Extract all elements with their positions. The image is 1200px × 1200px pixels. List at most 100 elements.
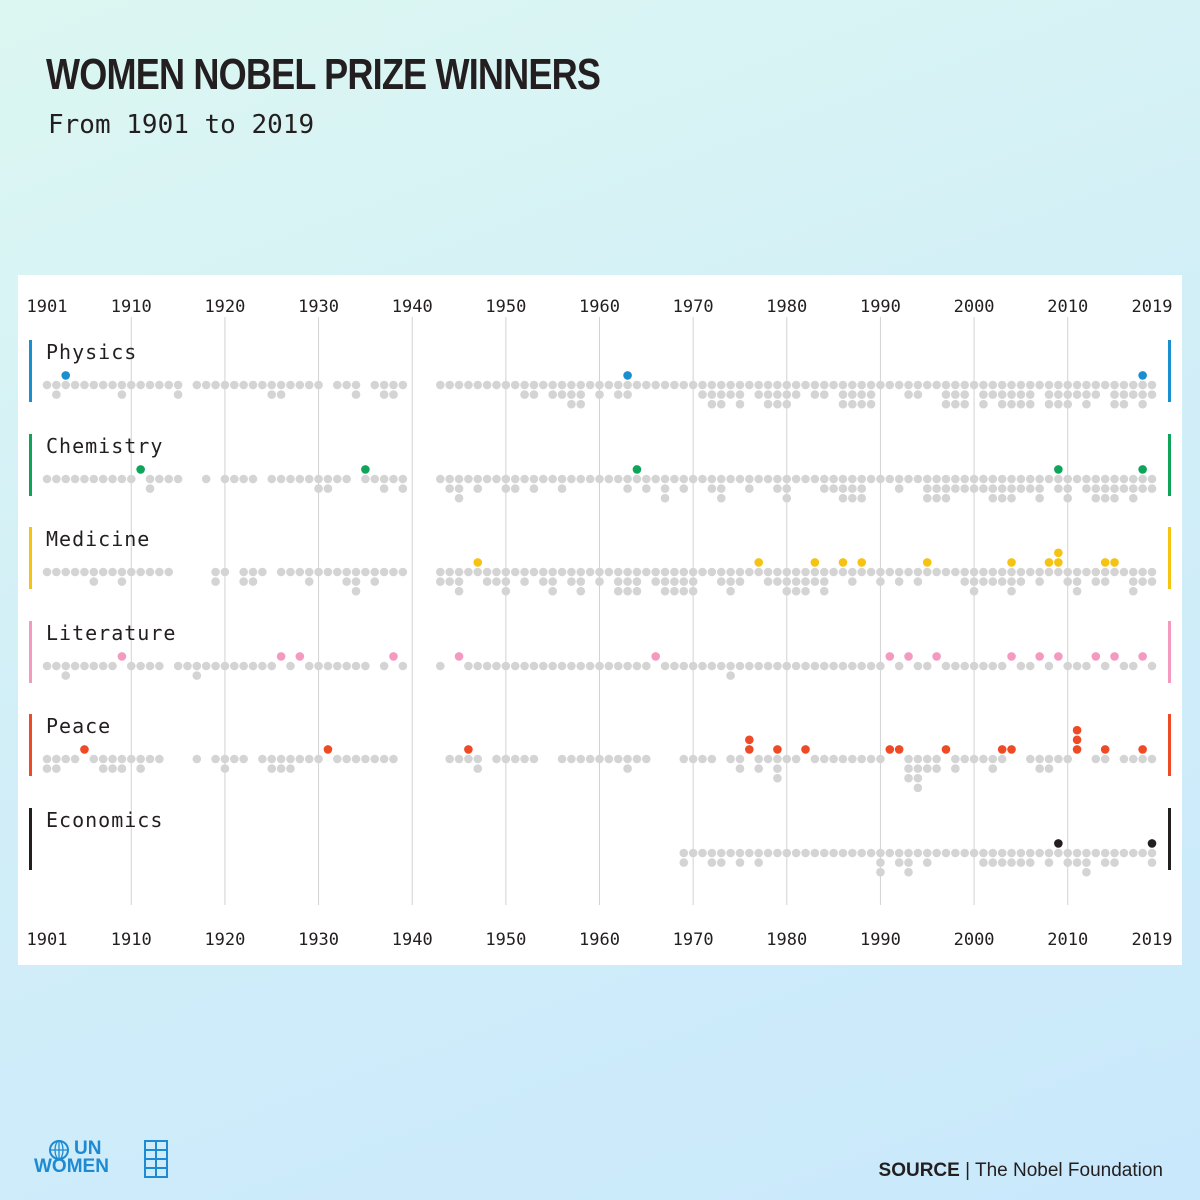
dot-male-chemistry-1931 — [323, 484, 333, 493]
row-label-economics: Economics — [46, 808, 163, 832]
dot-male-chemistry-1943 — [436, 474, 445, 484]
dot-male-literature-1932 — [332, 661, 342, 671]
dot-male-physics-1963 — [623, 380, 632, 390]
dot-male-medicine-1963 — [623, 577, 632, 586]
dot-male-peace-1994 — [913, 754, 923, 764]
dot-male-physics-1984 — [819, 390, 829, 399]
dot-male-chemistry-1914 — [164, 474, 174, 484]
dot-male-medicine-1923 — [248, 567, 258, 577]
dot-male-economics-2010 — [1063, 858, 1073, 867]
dot-male-physics-1986 — [838, 390, 848, 399]
dot-female-peace-2011 — [1072, 745, 1082, 754]
dot-male-chemistry-1913 — [155, 474, 164, 484]
dot-male-chemistry-1969 — [679, 484, 689, 493]
dot-male-medicine-2013 — [1091, 567, 1101, 577]
dot-male-physics-1995 — [922, 380, 932, 390]
dot-male-economics-1993 — [904, 848, 913, 858]
dot-male-chemistry-1965 — [642, 474, 651, 484]
dot-male-physics-1953 — [529, 380, 539, 390]
dot-male-peace-2018 — [1138, 754, 1147, 764]
dot-male-economics-1982 — [801, 848, 810, 858]
dot-male-chemistry-1947 — [473, 474, 483, 484]
dot-female-peace-2011 — [1072, 735, 1082, 745]
dot-male-chemistry-2004 — [1007, 493, 1016, 503]
dot-male-physics-1911 — [136, 380, 145, 390]
dot-male-medicine-1922 — [239, 567, 248, 577]
dot-male-medicine-1988 — [857, 567, 867, 577]
dot-male-economics-2016 — [1119, 848, 1129, 858]
dot-male-literature-1960 — [595, 661, 604, 671]
dot-female-peace-1976 — [745, 735, 754, 745]
dot-male-medicine-2017 — [1128, 586, 1138, 596]
dot-male-economics-1995 — [922, 858, 932, 867]
dot-male-physics-2001 — [979, 380, 988, 390]
dot-female-medicine-2009 — [1054, 558, 1063, 567]
dot-male-chemistry-2001 — [979, 474, 988, 484]
dot-female-peace-2003 — [997, 745, 1007, 754]
dot-male-chemistry-1995 — [922, 493, 932, 503]
dot-male-literature-1981 — [791, 661, 801, 671]
dot-male-peace-1945 — [454, 754, 464, 764]
x-tick-bottom-1970: 1970 — [673, 930, 714, 950]
dot-male-peace-1969 — [679, 754, 689, 764]
dot-male-literature-1910 — [126, 661, 136, 671]
dot-male-medicine-1936 — [370, 567, 380, 577]
dot-male-medicine-2009 — [1054, 567, 1063, 577]
dot-male-physics-1903 — [61, 380, 71, 390]
dot-male-physics-1918 — [201, 380, 211, 390]
dot-male-literature-1901 — [42, 661, 52, 671]
dot-male-peace-1937 — [379, 754, 389, 764]
dot-male-medicine-1948 — [482, 577, 492, 586]
dot-male-economics-2000 — [969, 848, 979, 858]
dot-male-economics-2003 — [997, 858, 1007, 867]
dot-male-peace-2009 — [1054, 754, 1063, 764]
dot-male-peace-1908 — [108, 764, 117, 773]
dot-male-physics-1965 — [642, 380, 651, 390]
dot-female-medicine-1988 — [857, 558, 867, 567]
dot-male-physics-1922 — [239, 380, 248, 390]
dot-male-physics-1978 — [763, 399, 773, 409]
dot-male-medicine-1968 — [670, 577, 679, 586]
dot-male-chemistry-1974 — [726, 474, 735, 484]
dot-male-medicine-1914 — [164, 567, 174, 577]
dot-male-literature-1967 — [660, 661, 670, 671]
dot-male-chemistry-1918 — [201, 474, 211, 484]
dot-male-literature-2003 — [997, 661, 1007, 671]
dot-male-chemistry-2002 — [988, 474, 998, 484]
x-tick-bottom-1901: 1901 — [27, 930, 68, 950]
dot-male-physics-1973 — [716, 390, 726, 399]
dot-male-chemistry-1969 — [679, 474, 689, 484]
source-separator: | — [959, 1160, 975, 1181]
dot-male-peace-1901 — [42, 764, 52, 773]
dot-male-chemistry-1996 — [932, 484, 941, 493]
dot-male-literature-1903 — [61, 661, 71, 671]
dot-male-chemistry-2000 — [969, 484, 979, 493]
dot-male-medicine-1912 — [145, 567, 155, 577]
dot-male-chemistry-1976 — [745, 484, 754, 493]
dot-male-medicine-1970 — [688, 586, 698, 596]
dot-male-medicine-1987 — [848, 567, 857, 577]
dot-male-economics-2008 — [1044, 858, 1054, 867]
dot-male-peace-1972 — [707, 754, 717, 764]
dot-male-medicine-1970 — [688, 577, 698, 586]
dot-male-physics-1944 — [445, 380, 454, 390]
dot-male-peace-1925 — [267, 754, 277, 764]
dot-male-literature-1902 — [52, 661, 61, 671]
dot-male-economics-1997 — [941, 848, 951, 858]
dot-male-literature-2001 — [979, 661, 988, 671]
dot-male-physics-2000 — [969, 380, 979, 390]
dot-male-peace-1949 — [492, 754, 501, 764]
dot-male-physics-1997 — [941, 390, 951, 399]
x-tick-top-1960: 1960 — [579, 297, 620, 317]
dot-male-chemistry-2012 — [1082, 484, 1091, 493]
dot-male-chemistry-1951 — [510, 484, 520, 493]
dot-male-physics-1945 — [454, 380, 464, 390]
dot-male-physics-2018 — [1138, 390, 1147, 399]
row-literature: Literature — [29, 621, 1171, 683]
dot-male-medicine-1924 — [258, 567, 267, 577]
dot-male-physics-1920 — [220, 380, 230, 390]
dot-male-chemistry-2018 — [1138, 484, 1147, 493]
dot-male-literature-2012 — [1082, 661, 1091, 671]
dot-male-medicine-1929 — [304, 577, 314, 586]
dot-male-literature-1957 — [567, 661, 576, 671]
